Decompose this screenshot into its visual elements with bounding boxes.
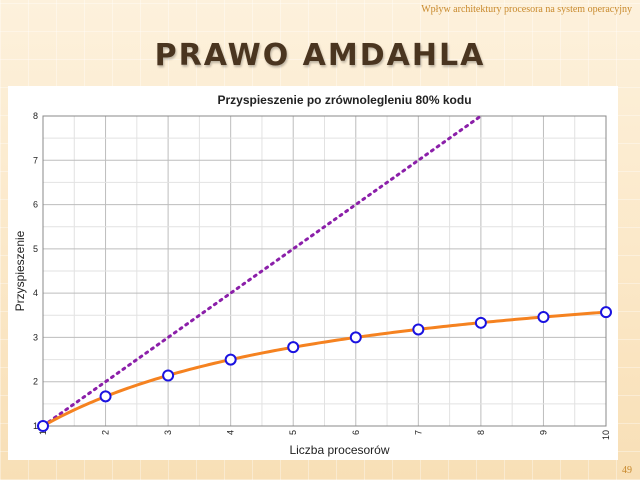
- y-tick-label: 4: [33, 288, 38, 298]
- data-point: [412, 323, 425, 336]
- y-tick-label: 5: [33, 244, 38, 254]
- data-point: [162, 369, 175, 382]
- slide-title: PRAWO AMDAHLA: [154, 38, 486, 73]
- x-axis-label: Liczba procesorów: [289, 443, 389, 457]
- y-tick-label: 2: [33, 377, 38, 387]
- data-point: [349, 331, 362, 344]
- x-tick-label: 1: [38, 430, 48, 435]
- x-tick-label: 2: [101, 430, 111, 435]
- y-tick-label: 1: [33, 421, 38, 431]
- data-point: [287, 341, 300, 354]
- speedup-chart: Przyspieszenie po zrównolegleniu 80% kod…: [13, 93, 612, 457]
- data-point: [99, 390, 112, 403]
- x-tick-label: 6: [351, 430, 361, 435]
- y-tick-label: 7: [33, 155, 38, 165]
- data-point: [537, 311, 550, 324]
- y-tick-label: 6: [33, 200, 38, 210]
- header-note: Wpływ architektury procesora na system o…: [421, 4, 632, 15]
- data-point: [224, 353, 237, 366]
- y-axis-label: Przyspieszenie: [13, 230, 27, 311]
- chart-panel: Przyspieszenie po zrównolegleniu 80% kod…: [8, 86, 618, 460]
- x-tick-label: 7: [413, 430, 423, 435]
- x-tick-label: 3: [163, 430, 173, 435]
- data-point: [600, 306, 612, 319]
- x-tick-label: 8: [476, 430, 486, 435]
- chart-title: Przyspieszenie po zrównolegleniu 80% kod…: [217, 93, 471, 107]
- y-tick-label: 3: [33, 332, 38, 342]
- data-point: [474, 316, 487, 329]
- amdahl-speedup-line: [42, 310, 607, 428]
- page-number: 49: [622, 465, 632, 476]
- ideal-speedup-line: [41, 114, 483, 428]
- y-tick-label: 8: [33, 111, 38, 121]
- plot-frame: [42, 115, 607, 427]
- x-tick-label: 10: [601, 430, 611, 440]
- x-tick-label: 4: [226, 430, 236, 435]
- x-tick-label: 9: [538, 430, 548, 435]
- x-tick-label: 5: [288, 430, 298, 435]
- data-point: [37, 420, 49, 432]
